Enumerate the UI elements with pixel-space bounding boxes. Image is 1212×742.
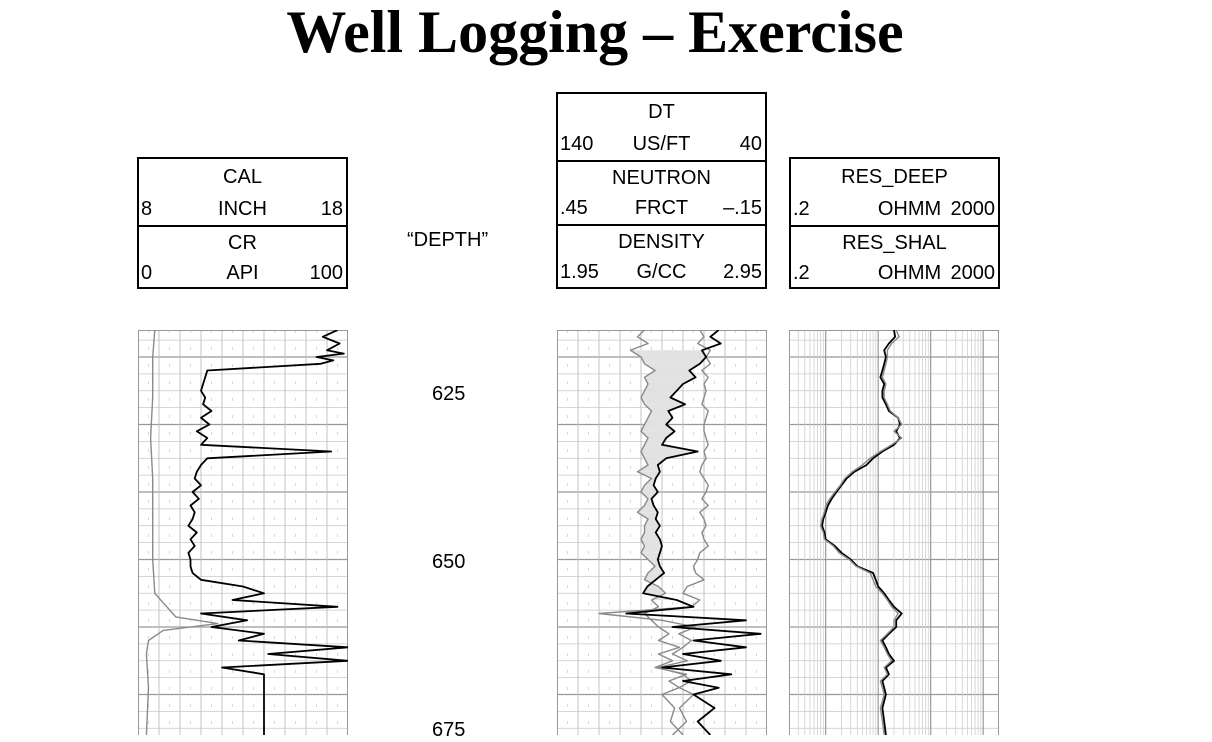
- res-deep-scale-min: .2: [793, 198, 810, 220]
- res-deep-scale-row: .2 OHMM 2000: [791, 193, 998, 225]
- track-grid: [138, 330, 348, 735]
- res-deep-curve: [821, 330, 903, 735]
- neutron-density-crossover-fill: [644, 384, 683, 391]
- res-deep-scale-unit: OHMM: [877, 198, 942, 220]
- res-shal-scale-max: 2000: [950, 262, 996, 284]
- track1-header: CAL 8 INCH 18 CR 0 API 100: [137, 157, 348, 289]
- depth-tick-650: 650: [432, 551, 466, 573]
- res-shal-scale-min: .2: [793, 262, 810, 284]
- track2-plot: [557, 330, 767, 735]
- neutron-density-crossover-fill: [641, 431, 675, 438]
- cal-scale-max: 18: [320, 198, 343, 220]
- depth-tick-625: 625: [432, 383, 466, 405]
- neutron-curve-name: NEUTRON: [558, 160, 765, 192]
- cr-scale-unit: API: [226, 262, 259, 284]
- neutron-density-crossover-fill: [637, 505, 658, 513]
- neutron-density-crossover-fill: [641, 532, 660, 540]
- track2-header: DT 140 US/FT 40 NEUTRON .45 FRCT –.15 DE…: [556, 92, 767, 289]
- cal-curve: [145, 330, 219, 735]
- res-shal-scale-row: .2 OHMM 2000: [791, 257, 998, 289]
- track3-plot: [789, 330, 999, 735]
- density-scale-min: 1.95: [560, 261, 599, 283]
- cal-scale-row: 8 INCH 18: [139, 193, 346, 225]
- cr-scale-row: 0 API 100: [139, 257, 346, 289]
- neutron-density-crossover-fill: [644, 458, 667, 465]
- neutron-density-crossover-fill: [648, 411, 673, 418]
- neutron-scale-row: .45 FRCT –.15: [558, 192, 765, 224]
- dt-scale-unit: US/FT: [632, 133, 691, 155]
- neutron-density-crossover-fill: [641, 451, 698, 459]
- neutron-density-crossover-fill: [641, 357, 707, 364]
- neutron-density-crossover-fill: [637, 512, 658, 519]
- cal-scale-min: 8: [141, 198, 153, 220]
- neutron-density-crossover-fill: [641, 444, 698, 452]
- neutron-density-crossover-fill: [644, 438, 667, 445]
- density-scale-unit: G/CC: [636, 261, 687, 283]
- neutron-density-crossover-fill: [641, 552, 660, 560]
- density-curve: [625, 330, 762, 735]
- track-grid: [789, 330, 999, 735]
- res-deep-curve-name: RES_DEEP: [841, 166, 948, 188]
- neutron-density-crossover-fill: [637, 471, 660, 479]
- dt-curve: [598, 330, 712, 735]
- dt-scale-row: 140 US/FT 40: [558, 128, 765, 160]
- track1-plot: [138, 330, 348, 735]
- res-shal-curve: [819, 330, 903, 735]
- neutron-density-crossover-fill: [641, 492, 658, 499]
- neutron-density-crossover-fill: [644, 573, 665, 580]
- cr-curve: [187, 330, 348, 735]
- track3-header: RES_DEEP .2 OHMM 2000 RES_SHAL .2 OHMM 2…: [789, 157, 1000, 289]
- neutron-density-crossover-fill: [644, 377, 696, 384]
- neutron-density-crossover-fill: [630, 350, 707, 357]
- neutron-density-crossover-fill: [644, 478, 656, 486]
- neutron-density-crossover-fill: [641, 424, 675, 432]
- cal-scale-unit: INCH: [218, 198, 267, 220]
- neutron-scale-unit: FRCT: [634, 197, 689, 219]
- res-shal-curve-name: RES_SHAL: [791, 225, 998, 257]
- neutron-density-crossover-fill: [641, 539, 662, 546]
- neutron-density-crossover-fill: [641, 546, 662, 553]
- neutron-density-crossover-fill: [644, 417, 673, 425]
- neutron-density-crossover-fill: [644, 404, 686, 411]
- density-curve-name: DENSITY: [558, 224, 765, 256]
- density-scale-row: 1.95 G/CC 2.95: [558, 256, 765, 288]
- depth-tick-675: 675: [432, 719, 466, 741]
- neutron-curve: [629, 330, 695, 735]
- res-shal-scale-unit: OHMM: [877, 262, 942, 284]
- neutron-density-crossover-fill: [644, 363, 700, 371]
- neutron-scale-max: –.15: [723, 197, 762, 219]
- cr-scale-max: 100: [309, 262, 343, 284]
- neutron-density-crossover-fill: [641, 390, 677, 398]
- dt-scale-max: 40: [739, 133, 762, 155]
- page-title: Well Logging – Exercise: [286, 0, 904, 65]
- track-grid: [557, 330, 767, 735]
- dt-curve-name: DT: [648, 101, 675, 123]
- cr-scale-min: 0: [141, 262, 153, 284]
- density-scale-max: 2.95: [723, 261, 762, 283]
- neutron-density-crossover-fill: [637, 465, 660, 472]
- neutron-density-crossover-fill: [648, 559, 660, 567]
- neutron-density-crossover-fill: [644, 370, 696, 378]
- res-deep-scale-max: 2000: [950, 198, 996, 220]
- depth-header: “DEPTH”: [407, 229, 489, 251]
- neutron-scale-min: .45: [560, 197, 588, 219]
- dt-scale-min: 140: [560, 133, 594, 155]
- cal-curve-name: CAL: [223, 166, 262, 188]
- cr-curve-name: CR: [139, 225, 346, 257]
